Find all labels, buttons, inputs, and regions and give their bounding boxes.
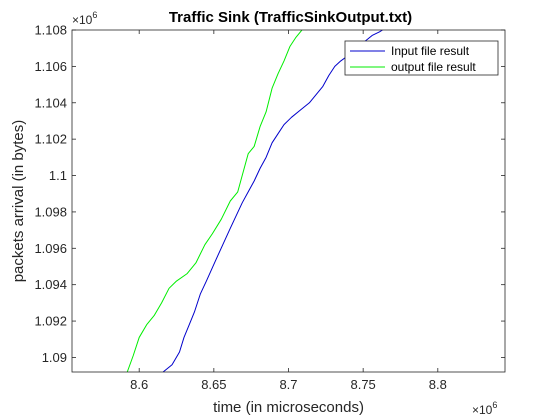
legend-label-output: output file result <box>391 60 476 74</box>
ticks-layer: 8.6 8.65 8.7 8.75 8.8 1.09 1.092 1.094 1.096 1.09… <box>34 23 505 392</box>
x-tick-label: 8.75 <box>350 377 375 392</box>
y-axis-exponent: ×106 <box>72 10 97 27</box>
y-axis-label: packets arrival (in bytes) <box>10 120 27 283</box>
y-tick-label: 1.108 <box>34 23 67 38</box>
legend-label-input: Input file result <box>391 44 470 58</box>
x-tick-label: 8.7 <box>279 377 297 392</box>
y-tick-label: 1.092 <box>34 314 67 329</box>
y-axis-exponent-power: 6 <box>92 10 97 20</box>
x-tick-label: 8.8 <box>429 377 447 392</box>
y-tick-label: 1.09 <box>42 350 67 365</box>
series-layer <box>126 30 383 372</box>
legend: Input file result output file result <box>344 40 499 76</box>
y-axis-exponent-base: ×10 <box>72 13 93 27</box>
x-tick-label: 8.65 <box>201 377 226 392</box>
chart-title: Traffic Sink (TrafficSinkOutput.txt) <box>169 9 412 26</box>
y-tick-label: 1.102 <box>34 132 67 147</box>
series-line-input <box>162 30 383 372</box>
y-tick-label: 1.1 <box>49 168 67 183</box>
y-tick-label: 1.096 <box>34 241 67 256</box>
y-tick-label: 1.106 <box>34 59 67 74</box>
x-tick-label: 8.6 <box>130 377 148 392</box>
series-line-output <box>126 30 303 372</box>
y-tick-label: 1.104 <box>34 95 67 110</box>
x-axis-exponent-base: ×10 <box>472 403 493 417</box>
y-tick-label: 1.098 <box>34 204 67 219</box>
legend-box <box>344 40 499 76</box>
x-axis-label: time (in microseconds) <box>213 399 364 416</box>
x-axis-exponent: ×106 <box>472 400 497 417</box>
plot-area <box>72 30 505 372</box>
x-axis-exponent-power: 6 <box>492 400 497 410</box>
y-tick-label: 1.094 <box>34 277 67 292</box>
